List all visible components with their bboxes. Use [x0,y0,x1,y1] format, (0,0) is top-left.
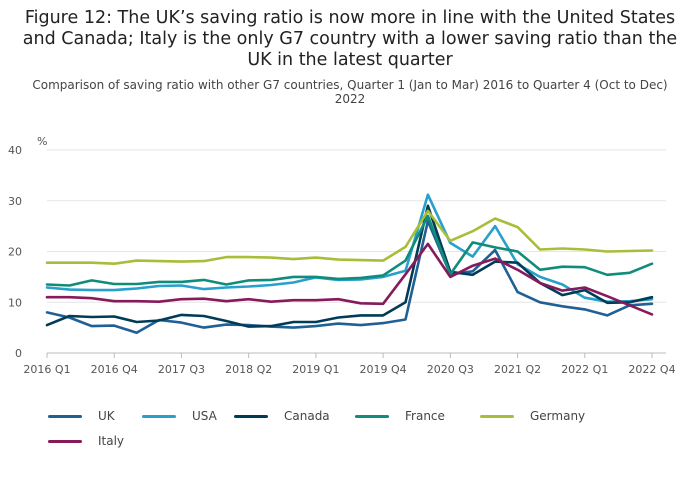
chart-title: Figure 12: The UK’s saving ratio is now … [22,8,678,70]
y-tick-label: 30 [8,195,22,208]
legend-label: Italy [98,434,125,448]
y-tick-label: 20 [8,246,22,259]
chart-subtitle: Comparison of saving ratio with other G7… [32,78,668,106]
y-tick-label: 40 [8,144,22,157]
legend-label: UK [98,409,115,423]
x-tick-label: 2019 Q4 [360,363,407,376]
legend-swatch [142,414,176,418]
x-tick-label: 2019 Q1 [292,363,339,376]
legend-label: Canada [284,409,330,423]
legend-swatch [234,414,268,418]
legend-swatch [480,414,514,418]
legend-item-usa[interactable]: USA [142,406,217,426]
legend-item-canada[interactable]: Canada [234,406,330,426]
legend-item-france[interactable]: France [355,406,445,426]
legend-item-germany[interactable]: Germany [480,406,585,426]
series-line-france [45,214,654,287]
y-tick-label: 0 [15,347,22,360]
series-line-germany [45,209,654,265]
legend-swatch [48,439,82,443]
x-tick-label: 2017 Q3 [158,363,205,376]
series-line-uk [45,219,654,334]
x-tick-label: 2016 Q1 [23,363,70,376]
legend-item-italy[interactable]: Italy [48,431,124,451]
legend-label: France [405,409,445,423]
x-axis: 2016 Q1 2016 Q4 2017 Q3 2018 Q2 2019 Q1 2019 … [23,353,676,376]
legend-swatch [355,414,389,418]
x-tick-label: 2020 Q3 [427,363,474,376]
x-tick-label: 2022 Q4 [628,363,675,376]
legend-swatch [48,414,82,418]
x-tick-label: 2018 Q2 [225,363,272,376]
series-line-canada [45,204,654,328]
y-axis: 0 10 20 30 40% [8,135,47,360]
legend-label: USA [192,409,217,423]
y-tick-label: 10 [8,296,22,309]
x-tick-label: 2016 Q4 [91,363,138,376]
legend-label: Germany [530,409,586,423]
x-tick-label: 2022 Q1 [561,363,608,376]
x-tick-label: 2021 Q2 [494,363,541,376]
legend-item-uk[interactable]: UK [48,406,115,426]
series-lines [45,193,654,334]
series-line-italy [45,242,654,316]
y-axis-unit: % [37,135,47,148]
